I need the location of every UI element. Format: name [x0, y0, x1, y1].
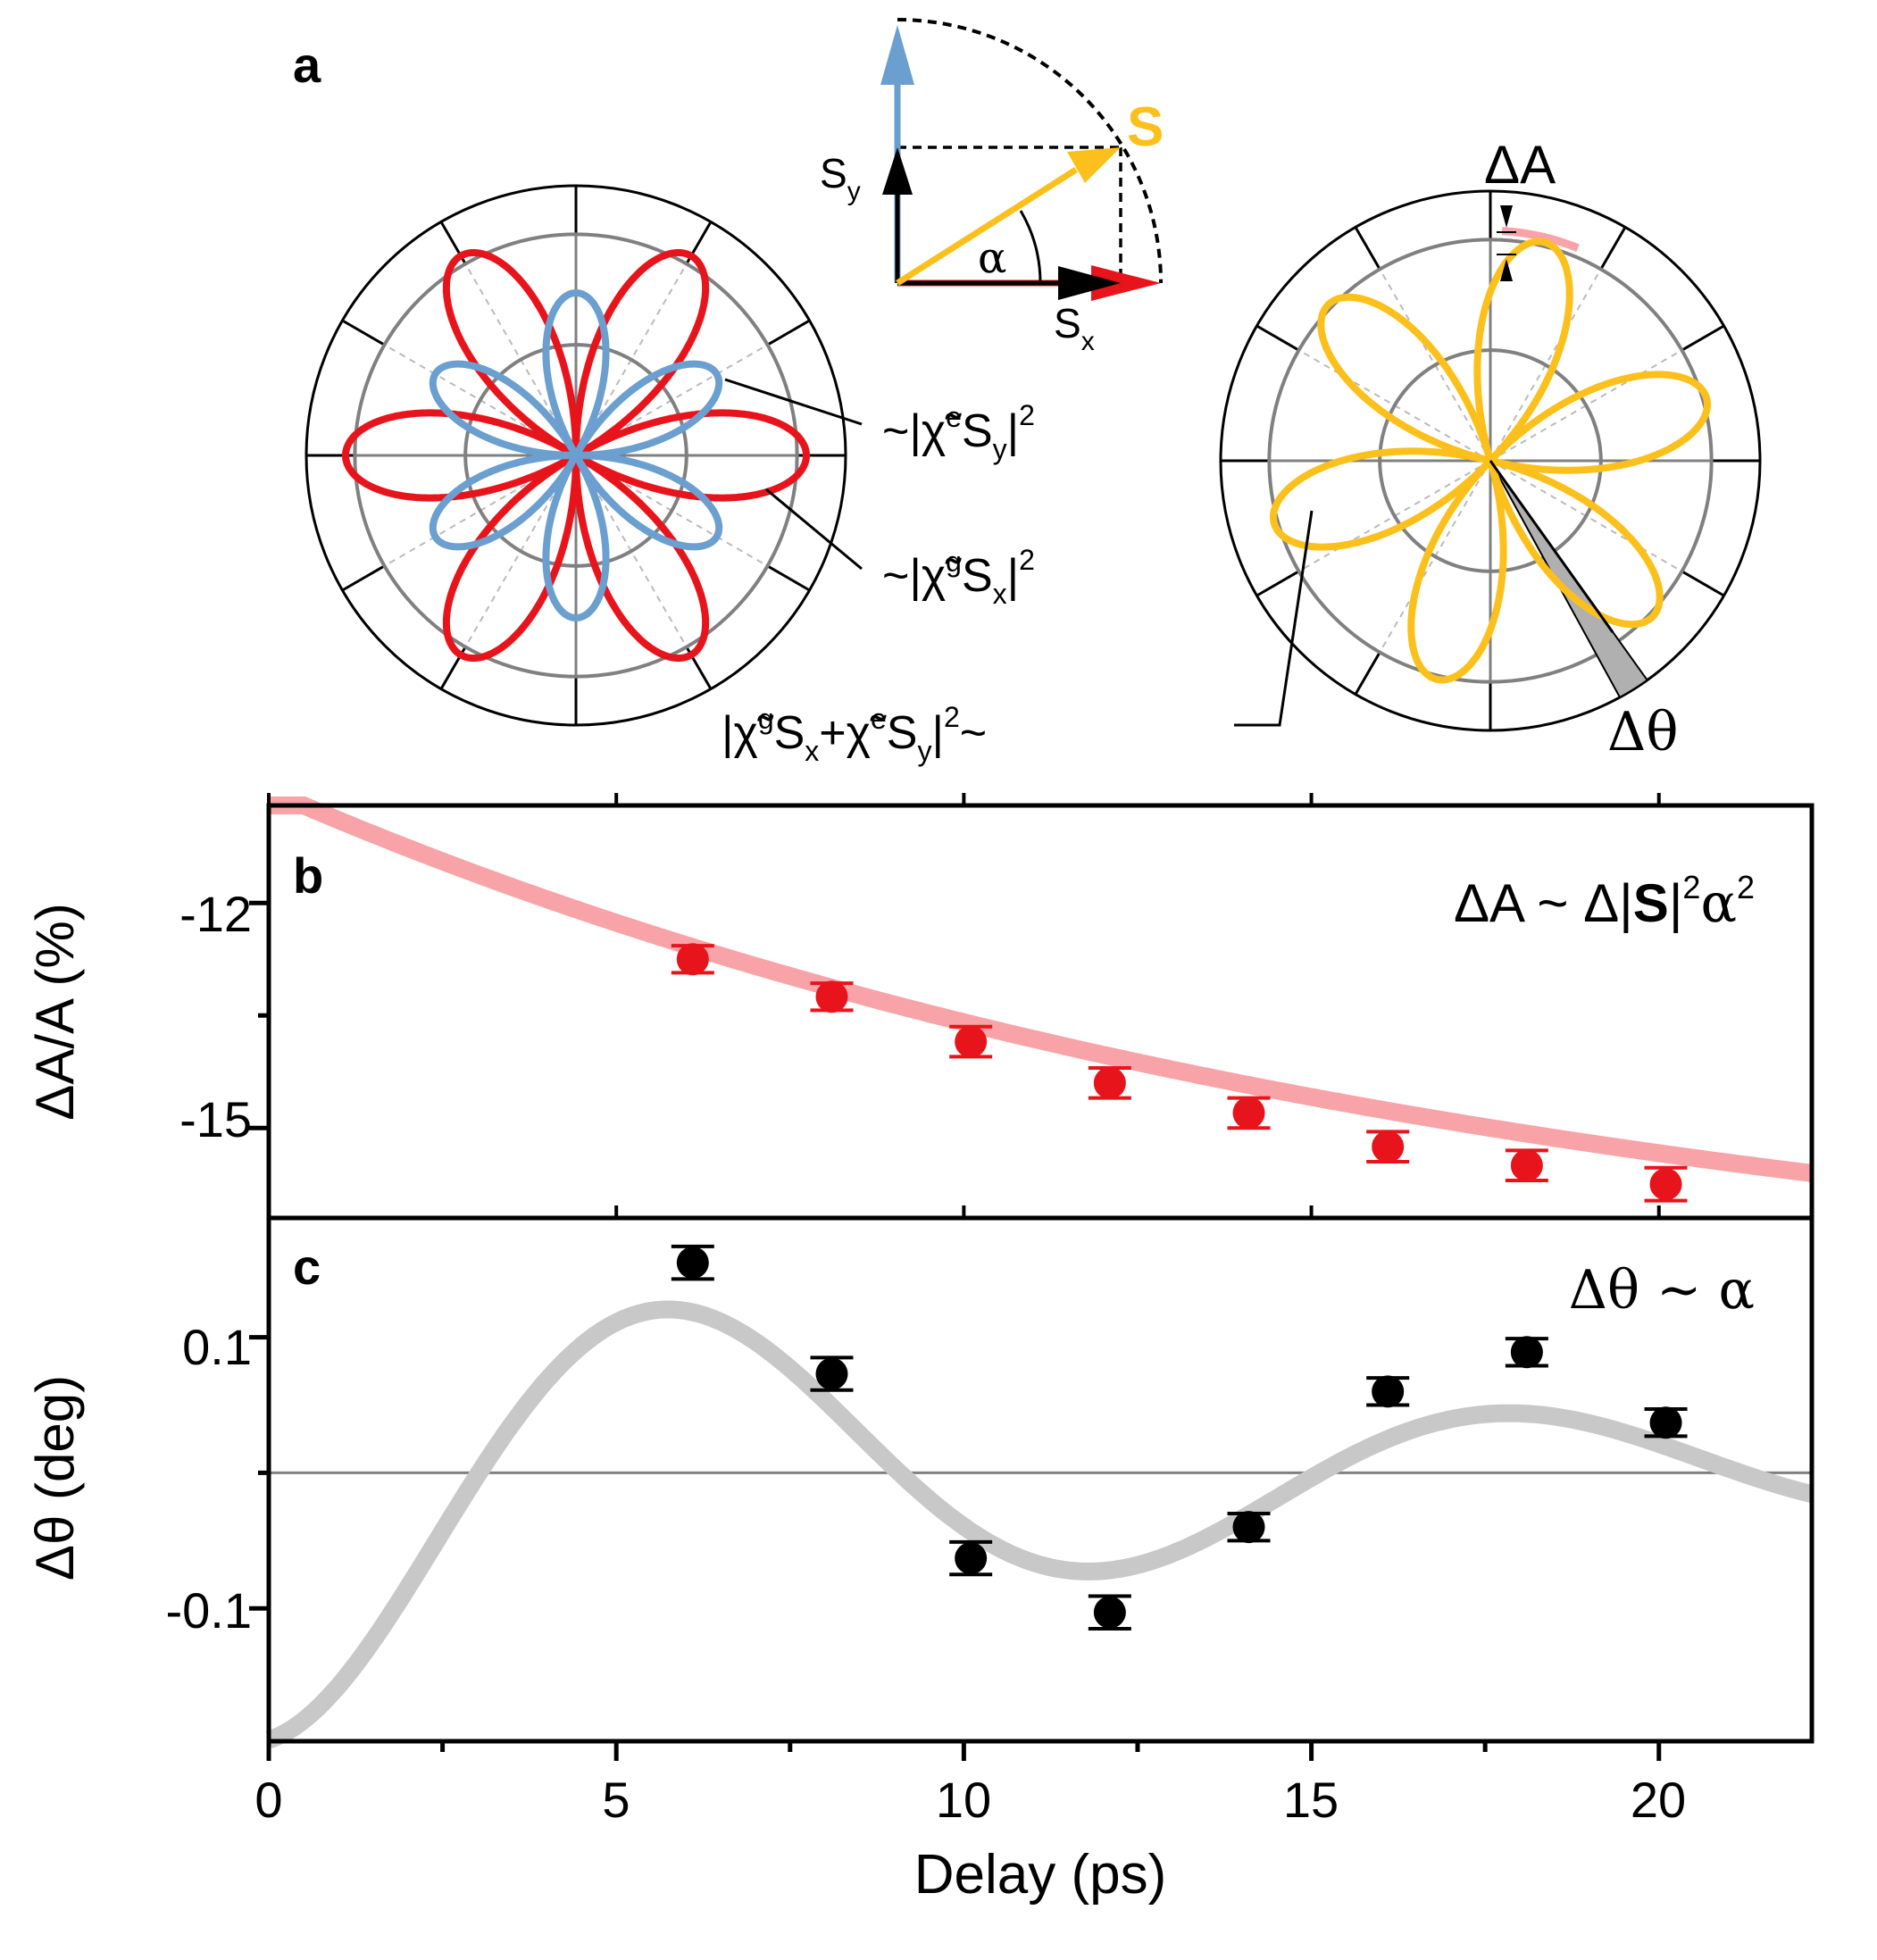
- alpha-arc: [1019, 210, 1042, 284]
- data-point: [1649, 1168, 1682, 1201]
- polar-ring-outer: [353, 232, 799, 679]
- panel-c-xtick-label: 0: [254, 1772, 282, 1828]
- data-point: [1649, 1406, 1682, 1439]
- red-arrow-head: [1091, 265, 1161, 301]
- panel-c-chart: c Δθ ~ α Δθ (deg) 0.1 -0.1 0 5 10 15 20 …: [25, 1205, 1814, 1906]
- polar-tick: [1256, 324, 1300, 352]
- panel-c-frame: [266, 1215, 1814, 1744]
- right-polar-plot: ΔA Δθ |χ̃gSx+χ̃eSy|2~: [722, 135, 1762, 767]
- panel-b-ytick-label: -15: [179, 1091, 252, 1147]
- delta-a-arrow-down: [1500, 205, 1513, 228]
- data-point: [1093, 1596, 1126, 1629]
- vector-diagram: α S Sy Sx: [820, 18, 1164, 356]
- sx-arrow-head: [1058, 266, 1121, 300]
- sx-label: Sx: [1054, 300, 1095, 356]
- yellow-rose-curve: [1270, 238, 1711, 684]
- quarter-circle-arc: [897, 18, 1163, 284]
- blue-arrow-head: [880, 25, 914, 85]
- polar-tick: [1681, 570, 1725, 597]
- polar-ring-inner: [463, 343, 688, 568]
- data-point: [676, 943, 709, 976]
- red-rose-curve: [342, 248, 810, 663]
- polar-tick: [1681, 324, 1725, 352]
- panel-c-xtick-label: 20: [1631, 1772, 1686, 1828]
- panel-c-annotation: Δθ ~ α: [1569, 1259, 1755, 1322]
- polar-outer-circle: [304, 184, 847, 727]
- data-point: [676, 1247, 709, 1280]
- data-point: [1510, 1149, 1543, 1182]
- panel-b-ytick-label: -12: [179, 886, 252, 942]
- data-point: [1093, 1066, 1126, 1099]
- polar-tick: [766, 564, 811, 592]
- panel-b-ticks: [249, 793, 1661, 1130]
- panel-b-data-points: [671, 943, 1688, 1203]
- data-point: [955, 1542, 988, 1575]
- polar-outer-circle: [1219, 189, 1762, 732]
- panel-a-label: a: [293, 37, 321, 93]
- panel-c-label: c: [293, 1239, 321, 1295]
- data-point: [1232, 1511, 1265, 1544]
- panel-c-xtick-label: 15: [1283, 1772, 1339, 1828]
- polar-tick: [341, 319, 386, 346]
- panel-b-ylabel: ΔA/A (%): [25, 903, 85, 1120]
- polar-tick: [1354, 226, 1381, 271]
- panel-c-ytick-label: 0.1: [182, 1319, 252, 1375]
- delta-theta-wedge: [1489, 460, 1649, 699]
- s-arrow-shaft: [896, 167, 1078, 286]
- data-point: [955, 1025, 988, 1058]
- polar-tick: [1599, 226, 1627, 271]
- annotation-chi-g-sx: ~|χ̃gSx|2: [882, 544, 1035, 610]
- panel-c-ytick-label: -0.1: [166, 1582, 253, 1639]
- data-point: [1372, 1375, 1405, 1408]
- panel-c-xtick-label: 5: [602, 1772, 630, 1828]
- data-point: [815, 1357, 848, 1390]
- left-polar-plot: ~|χ̃eSy|2 ~|χ̃gSx|2: [304, 184, 1035, 727]
- delta-a-label: ΔA: [1484, 135, 1556, 195]
- polar-tick: [1256, 570, 1300, 597]
- blue-rose-curve: [429, 289, 723, 621]
- delta-theta-line: [1489, 460, 1614, 633]
- polar-tick: [1354, 651, 1381, 696]
- data-point: [1372, 1130, 1405, 1163]
- panel-c-xlabel: Delay (ps): [914, 1844, 1167, 1906]
- data-point: [1232, 1097, 1265, 1130]
- data-point: [1510, 1336, 1543, 1369]
- panel-c-ticks: [249, 1205, 1662, 1761]
- panel-c-ylabel: Δθ (deg): [25, 1375, 85, 1581]
- panel-b-fit-curve: [269, 797, 1814, 1182]
- annotation-sum: |χ̃gSx+χ̃eSy|2~: [722, 701, 987, 767]
- annotation-chi-e-sy: ~|χ̃eSy|2: [882, 399, 1035, 465]
- leader-line-y: [724, 378, 863, 426]
- sy-arrow-head: [882, 147, 913, 195]
- panel-c-fit-curve: [265, 1300, 1814, 1748]
- data-point: [815, 980, 848, 1013]
- leader-line-sum: [1234, 510, 1314, 727]
- s-vector-label: S: [1127, 96, 1164, 158]
- delta-a-arrow-up: [1500, 259, 1513, 281]
- panel-b-frame: [266, 803, 1814, 1221]
- leader-line-x: [765, 488, 863, 571]
- s-arrow-head: [1067, 147, 1121, 183]
- polar-tick: [341, 564, 386, 592]
- panel-c-xtick-label: 10: [936, 1772, 991, 1828]
- sy-label: Sy: [820, 150, 861, 206]
- polar-tick: [766, 319, 811, 346]
- panel-a: a α S Sy Sx: [293, 18, 1762, 767]
- alpha-label: α: [978, 233, 1006, 283]
- polar-ring-inner: [1378, 348, 1603, 573]
- polar-ring-outer: [1267, 238, 1714, 684]
- panel-b-label: b: [293, 847, 323, 904]
- delta-theta-label: Δθ: [1607, 701, 1678, 763]
- panel-b-annotation: ΔA ~ Δ|S|2α2: [1454, 869, 1755, 935]
- panel-b-chart: b ΔA ~ Δ|S|2α2 ΔA/A (%) -12 -15: [25, 793, 1814, 1221]
- panel-c-data-points: [671, 1244, 1688, 1631]
